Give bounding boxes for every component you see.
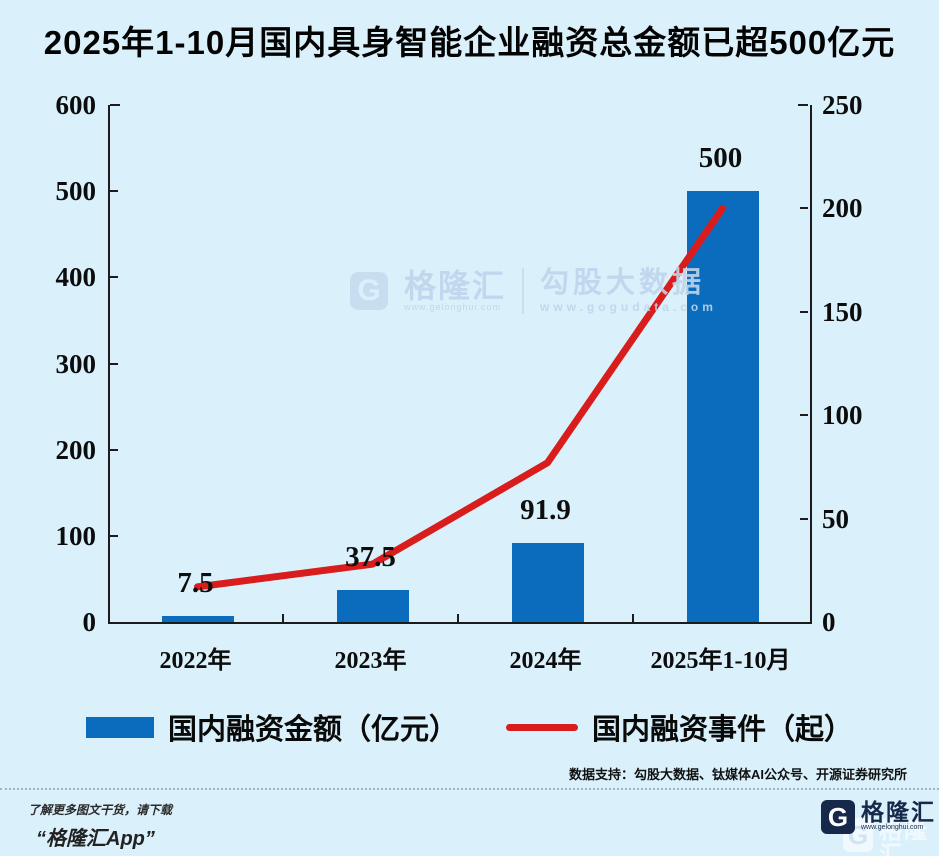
gelonghui-logo: G 格隆汇 www.gelonghui.com (821, 800, 936, 834)
plot-area (108, 105, 812, 624)
left-axis-tick-mark (110, 190, 118, 193)
right-axis-tick-mark (800, 517, 808, 520)
legend-item-bar: 国内融资金额（亿元） (85, 706, 458, 748)
chart-title: 2025年1-10月国内具身智能企业融资总金额已超500亿元 (43, 24, 896, 61)
left-axis-tick-label: 600 (55, 90, 97, 120)
line-series (194, 204, 726, 591)
gelonghui-g-icon: G (821, 800, 855, 834)
right-axis-tick-label: 0 (822, 607, 836, 637)
bar-2022年 (161, 615, 234, 622)
right-axis-tick-label: 50 (822, 503, 849, 534)
data-source-note: 数据支持：勾股大数据、钛媒体AI公众号、开源证券研究所 (568, 767, 907, 782)
bar-value-label: 37.5 (345, 540, 396, 573)
x-axis-label-2022年: 2022年 (159, 648, 232, 674)
footer-promo: 了解更多图文干货，请下载 “格隆汇App” (28, 801, 172, 851)
bar-2025年1-10月 (686, 191, 759, 622)
x-axis-label-2023年: 2023年 (334, 648, 407, 674)
x-axis-tick-mark (457, 614, 459, 622)
right-axis-tick-label: 150 (822, 296, 863, 327)
legend-bar-swatch (85, 716, 154, 738)
gelonghui-logo-text-ghost: 格隆汇 (879, 817, 930, 856)
left-axis-tick-mark (110, 534, 118, 537)
x-axis-tick-mark (282, 614, 284, 622)
footer-promo-line2: “格隆汇App” (36, 828, 155, 850)
right-axis-tick-label: 100 (822, 400, 863, 431)
financing-events-line (194, 204, 726, 591)
bar-2024年 (511, 542, 584, 622)
left-axis-tick-label: 200 (55, 434, 97, 465)
bar-value-label: 500 (698, 142, 743, 175)
legend-line-label: 国内融资事件（起） (592, 714, 854, 746)
left-axis-tick-label: 500 (55, 176, 97, 207)
right-axis-tick-label: 250 (822, 90, 863, 120)
footer-promo-line1: 了解更多图文干货，请下载 (28, 803, 173, 817)
left-axis-tick-mark (110, 362, 118, 365)
x-axis-tick-mark (632, 614, 634, 622)
right-axis-tick-mark (798, 104, 808, 106)
left-axis-tick-label: 400 (55, 262, 97, 293)
right-axis-tick-mark (800, 207, 808, 210)
legend-line-swatch (506, 723, 578, 731)
left-axis-tick-mark (110, 448, 118, 451)
left-axis-tick-mark (110, 104, 120, 106)
right-axis-tick-label: 200 (822, 193, 863, 224)
legend-bar-label: 国内融资金额（亿元） (167, 714, 458, 746)
right-axis-tick-mark (800, 414, 808, 417)
x-axis-label-2024年: 2024年 (509, 648, 582, 674)
left-axis-tick-label: 300 (55, 348, 97, 379)
left-axis-tick-label: 0 (82, 607, 97, 637)
bar-value-label: 7.5 (177, 566, 214, 599)
bar-2023年 (336, 589, 409, 622)
left-axis-tick-label: 100 (55, 520, 97, 551)
left-axis-tick-mark (110, 276, 118, 279)
gelonghui-logo-ghost: G 格隆汇 www.gelonghui.com (843, 818, 939, 856)
x-axis-label-2025年1-10月: 2025年1-10月 (650, 648, 791, 674)
legend-item-line: 国内融资事件（起） (506, 706, 853, 748)
gelonghui-logo-url: www.gelonghui.com (861, 824, 924, 831)
legend: 国内融资金额（亿元） 国内融资事件（起） (0, 706, 939, 748)
dotted-separator (0, 788, 939, 790)
right-axis-tick-mark (800, 310, 808, 313)
bar-value-label: 91.9 (520, 493, 571, 526)
gelonghui-logo-text: 格隆汇 (861, 799, 936, 825)
